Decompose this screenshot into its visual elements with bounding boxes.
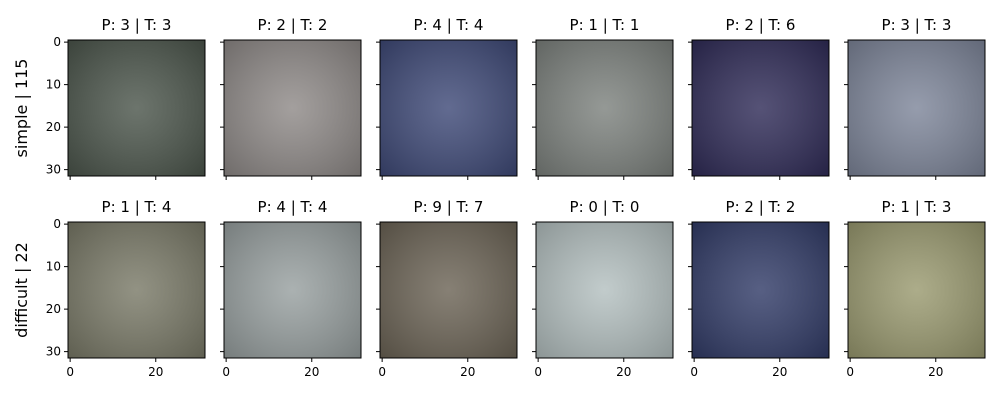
x-tick-label: 20 — [928, 365, 943, 379]
image-shade — [536, 222, 673, 358]
x-tick-label: 20 — [304, 365, 319, 379]
frame — [691, 39, 830, 177]
panel-title: P: 1 | T: 1 — [570, 16, 640, 34]
frame — [67, 221, 206, 359]
frame — [223, 39, 362, 177]
frame — [379, 39, 518, 177]
frame — [379, 221, 518, 359]
row-label: simple | 115 — [12, 59, 31, 158]
panel-title: P: 1 | T: 3 — [882, 198, 952, 216]
y-tick-label: 10 — [46, 260, 61, 274]
panel-title: P: 2 | T: 2 — [726, 198, 796, 216]
frame — [847, 221, 986, 359]
y-tick-label: 10 — [46, 78, 61, 92]
panel-title: P: 4 | T: 4 — [258, 198, 328, 216]
panel-title: P: 3 | T: 3 — [102, 16, 172, 34]
y-tick-label: 20 — [46, 302, 61, 316]
panel-title: P: 3 | T: 3 — [882, 16, 952, 34]
x-tick-label: 20 — [616, 365, 631, 379]
image-shade — [68, 40, 205, 176]
frame — [847, 39, 986, 177]
image-shade — [224, 222, 361, 358]
frame — [535, 39, 674, 177]
x-tick-label: 0 — [222, 365, 230, 379]
y-tick-label: 30 — [46, 163, 61, 177]
row-label: difficult | 22 — [12, 242, 31, 338]
image-shade — [380, 40, 517, 176]
x-tick-label: 0 — [534, 365, 542, 379]
image-shade — [692, 222, 829, 358]
frame — [223, 221, 362, 359]
panel-title: P: 1 | T: 4 — [102, 198, 172, 216]
x-tick-label: 20 — [772, 365, 787, 379]
frame — [67, 39, 206, 177]
y-tick-label: 20 — [46, 120, 61, 134]
y-tick-label: 0 — [53, 217, 61, 231]
image-shade — [536, 40, 673, 176]
image-shade — [848, 222, 985, 358]
x-tick-label: 0 — [378, 365, 386, 379]
panel-title: P: 2 | T: 6 — [726, 16, 796, 34]
x-tick-label: 20 — [460, 365, 475, 379]
panel-title: P: 9 | T: 7 — [414, 198, 484, 216]
panel-title: P: 2 | T: 2 — [258, 16, 328, 34]
image-shade — [692, 40, 829, 176]
y-tick-label: 30 — [46, 345, 61, 359]
panel-title: P: 0 | T: 0 — [570, 198, 640, 216]
image-shade — [68, 222, 205, 358]
image-shade — [380, 222, 517, 358]
frame — [535, 221, 674, 359]
x-tick-label: 0 — [690, 365, 698, 379]
image-shade — [848, 40, 985, 176]
x-tick-label: 0 — [66, 365, 74, 379]
y-tick-label: 0 — [53, 35, 61, 49]
x-tick-label: 0 — [846, 365, 854, 379]
image-shade — [224, 40, 361, 176]
x-tick-label: 20 — [148, 365, 163, 379]
panel-title: P: 4 | T: 4 — [414, 16, 484, 34]
frame — [691, 221, 830, 359]
